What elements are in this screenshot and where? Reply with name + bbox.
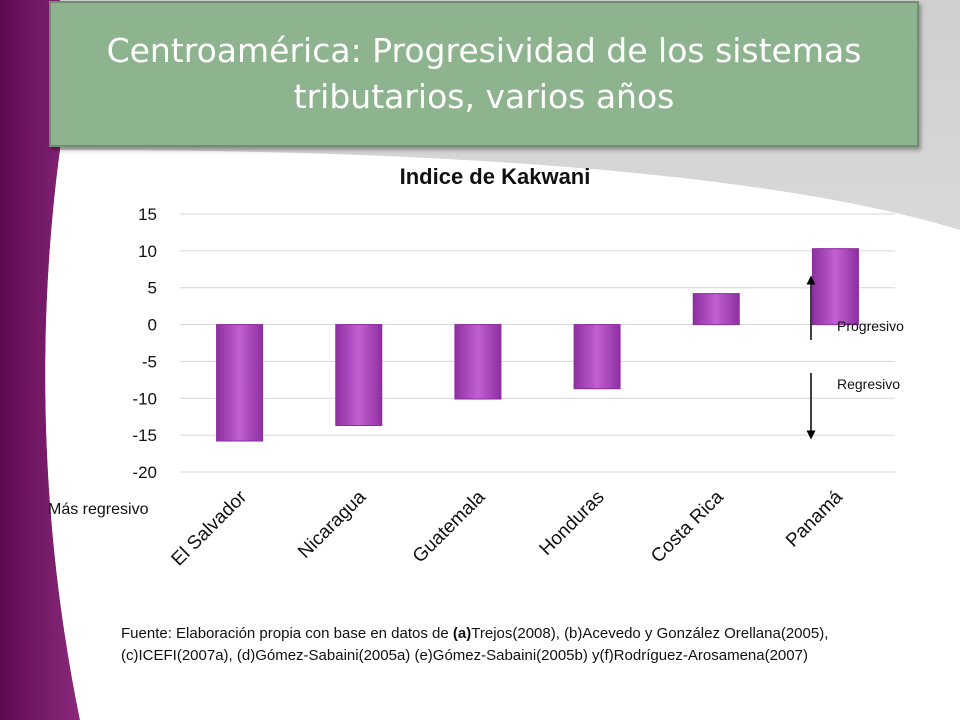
bar-el-salvador <box>216 324 264 442</box>
bar-panamá <box>811 248 859 326</box>
y-tick-label: -20 <box>132 463 157 482</box>
bar-costa-rica <box>692 293 740 326</box>
bar-honduras <box>573 324 621 390</box>
progresivo-label: Progresivo <box>837 318 904 334</box>
source-rest: Trejos(2008), (b)Acevedo y González Orel… <box>121 625 829 664</box>
regresivo-label: Regresivo <box>837 376 900 392</box>
y-tick-label: -5 <box>142 352 157 371</box>
slide-title: Centroamérica: Progresividad de los sist… <box>106 31 862 116</box>
y-axis-tick-labels: 15 10 5 0 -5 -10 -15 -20 <box>132 205 157 482</box>
source-prefix: Fuente: Elaboración propia con base en d… <box>121 625 453 642</box>
y-tick-label: 15 <box>138 205 157 224</box>
y-tick-label: 10 <box>138 242 157 261</box>
y-tick-label: 0 <box>148 316 157 335</box>
gridlines <box>180 213 895 473</box>
category-label: Guatemala <box>409 486 490 567</box>
category-label: El Salvador <box>168 486 252 570</box>
bars <box>216 248 859 442</box>
mas-regresivo-label: Más regresivo <box>48 501 149 518</box>
y-tick-label: -10 <box>132 389 157 408</box>
category-label: Nicaragua <box>294 486 370 562</box>
y-tick-label: -15 <box>132 426 157 445</box>
y-tick-label: 5 <box>148 279 157 298</box>
category-label: Honduras <box>536 487 609 560</box>
purple-band <box>0 0 80 720</box>
bar-guatemala <box>454 324 502 400</box>
bar-nicaragua <box>335 324 383 427</box>
category-label: Costa Rica <box>647 486 728 567</box>
source-bold: (a) <box>452 625 472 642</box>
category-label: Panamá <box>782 486 847 551</box>
category-labels: El Salvador Nicaragua Guatemala Honduras Cos… <box>168 486 848 570</box>
chart-title: Indice de Kakwani <box>400 164 591 189</box>
source-note: Fuente: Elaboración propia con base en d… <box>121 623 901 667</box>
slide-title-box: Centroamérica: Progresividad de los sist… <box>49 1 919 147</box>
